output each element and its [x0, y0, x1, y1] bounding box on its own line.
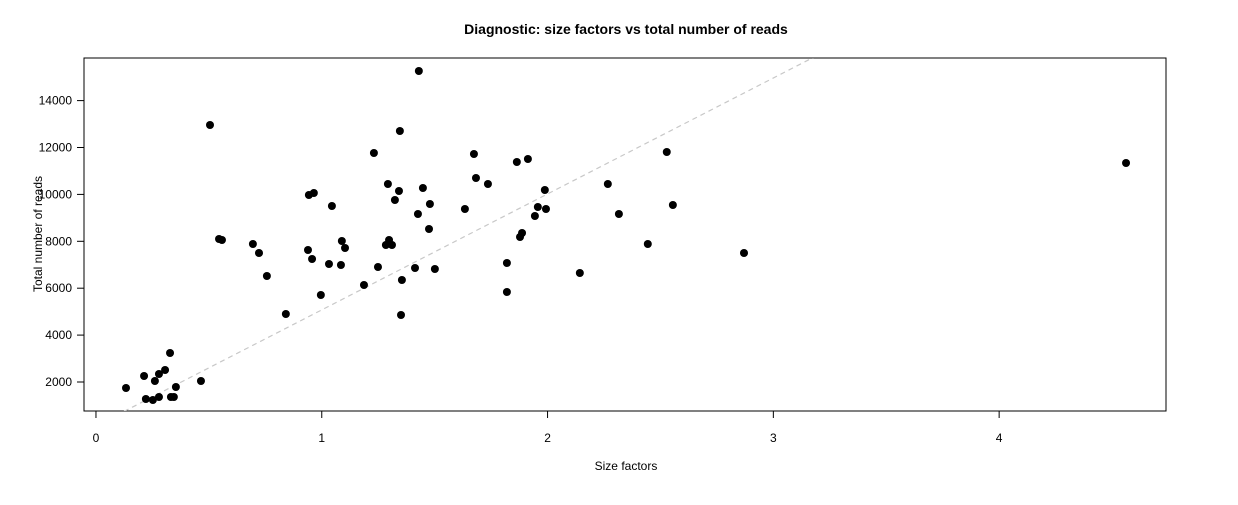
- data-point: [154, 393, 163, 402]
- x-tick-label: 4: [996, 431, 1003, 445]
- data-point: [518, 228, 527, 237]
- data-point: [316, 290, 325, 299]
- data-point: [512, 157, 521, 166]
- data-point: [217, 236, 226, 245]
- x-tick-label: 0: [93, 431, 100, 445]
- data-point: [308, 255, 317, 264]
- data-point: [397, 275, 406, 284]
- data-point: [369, 149, 378, 158]
- data-point: [643, 239, 652, 248]
- y-tick-label: 10000: [39, 187, 73, 201]
- data-point: [502, 258, 511, 267]
- data-point: [395, 126, 404, 135]
- y-tick-label: 6000: [45, 281, 72, 295]
- x-tick-label: 1: [318, 431, 325, 445]
- data-point: [530, 211, 539, 220]
- data-point: [336, 261, 345, 270]
- y-tick-label: 12000: [39, 141, 73, 155]
- data-point: [262, 272, 271, 281]
- data-point: [171, 382, 180, 391]
- x-tick-label: 2: [544, 431, 551, 445]
- data-point: [385, 236, 394, 245]
- data-point: [254, 249, 263, 258]
- data-point: [425, 224, 434, 233]
- data-point: [205, 120, 214, 129]
- data-point: [418, 184, 427, 193]
- data-point: [196, 376, 205, 385]
- data-point: [359, 281, 368, 290]
- data-point: [471, 173, 480, 182]
- data-point: [166, 348, 175, 357]
- data-point: [483, 180, 492, 189]
- data-point: [502, 287, 511, 296]
- x-axis-label: Size factors: [595, 459, 658, 473]
- chart-title: Diagnostic: size factors vs total number…: [464, 21, 788, 37]
- y-axis: 2000 4000 6000 8000 10000 12000 14000: [39, 94, 84, 389]
- data-point: [614, 210, 623, 219]
- data-point: [411, 264, 420, 273]
- y-tick-label: 2000: [45, 375, 72, 389]
- data-point: [541, 205, 550, 214]
- data-point: [337, 236, 346, 245]
- data-point: [141, 394, 150, 403]
- data-point: [540, 185, 549, 194]
- data-point: [327, 202, 336, 211]
- plot-frame: [83, 57, 1167, 412]
- data-point: [533, 202, 542, 211]
- data-point: [383, 180, 392, 189]
- data-point: [154, 369, 163, 378]
- data-point: [414, 67, 423, 76]
- x-axis: 0 1 2 3 4: [93, 410, 1003, 445]
- reference-line: [123, 58, 814, 411]
- data-point: [248, 239, 257, 248]
- y-tick-label: 8000: [45, 234, 72, 248]
- data-point: [668, 201, 677, 210]
- data-point: [397, 311, 406, 320]
- data-point: [281, 309, 290, 318]
- data-point: [425, 199, 434, 208]
- x-tick-label: 3: [770, 431, 777, 445]
- data-point: [394, 187, 403, 196]
- data-point: [739, 249, 748, 258]
- y-axis-label: Total number of reads: [31, 176, 45, 292]
- data-point: [140, 371, 149, 380]
- data-point: [460, 205, 469, 214]
- data-point: [662, 148, 671, 157]
- data-point: [150, 376, 159, 385]
- data-point: [309, 188, 318, 197]
- data-point: [603, 180, 612, 189]
- data-point: [148, 396, 157, 405]
- data-point: [469, 149, 478, 158]
- data-point: [324, 259, 333, 268]
- data-point: [341, 244, 350, 253]
- data-point: [161, 365, 170, 374]
- data-point: [121, 383, 130, 392]
- y-tick-label: 14000: [39, 94, 73, 108]
- data-point: [390, 196, 399, 205]
- data-point: [575, 269, 584, 278]
- data-point: [373, 263, 382, 272]
- y-tick-label: 4000: [45, 328, 72, 342]
- data-point: [303, 245, 312, 254]
- data-point: [413, 210, 422, 219]
- data-point: [169, 393, 178, 402]
- data-point: [523, 154, 532, 163]
- data-point: [430, 264, 439, 273]
- data-point: [1122, 159, 1131, 168]
